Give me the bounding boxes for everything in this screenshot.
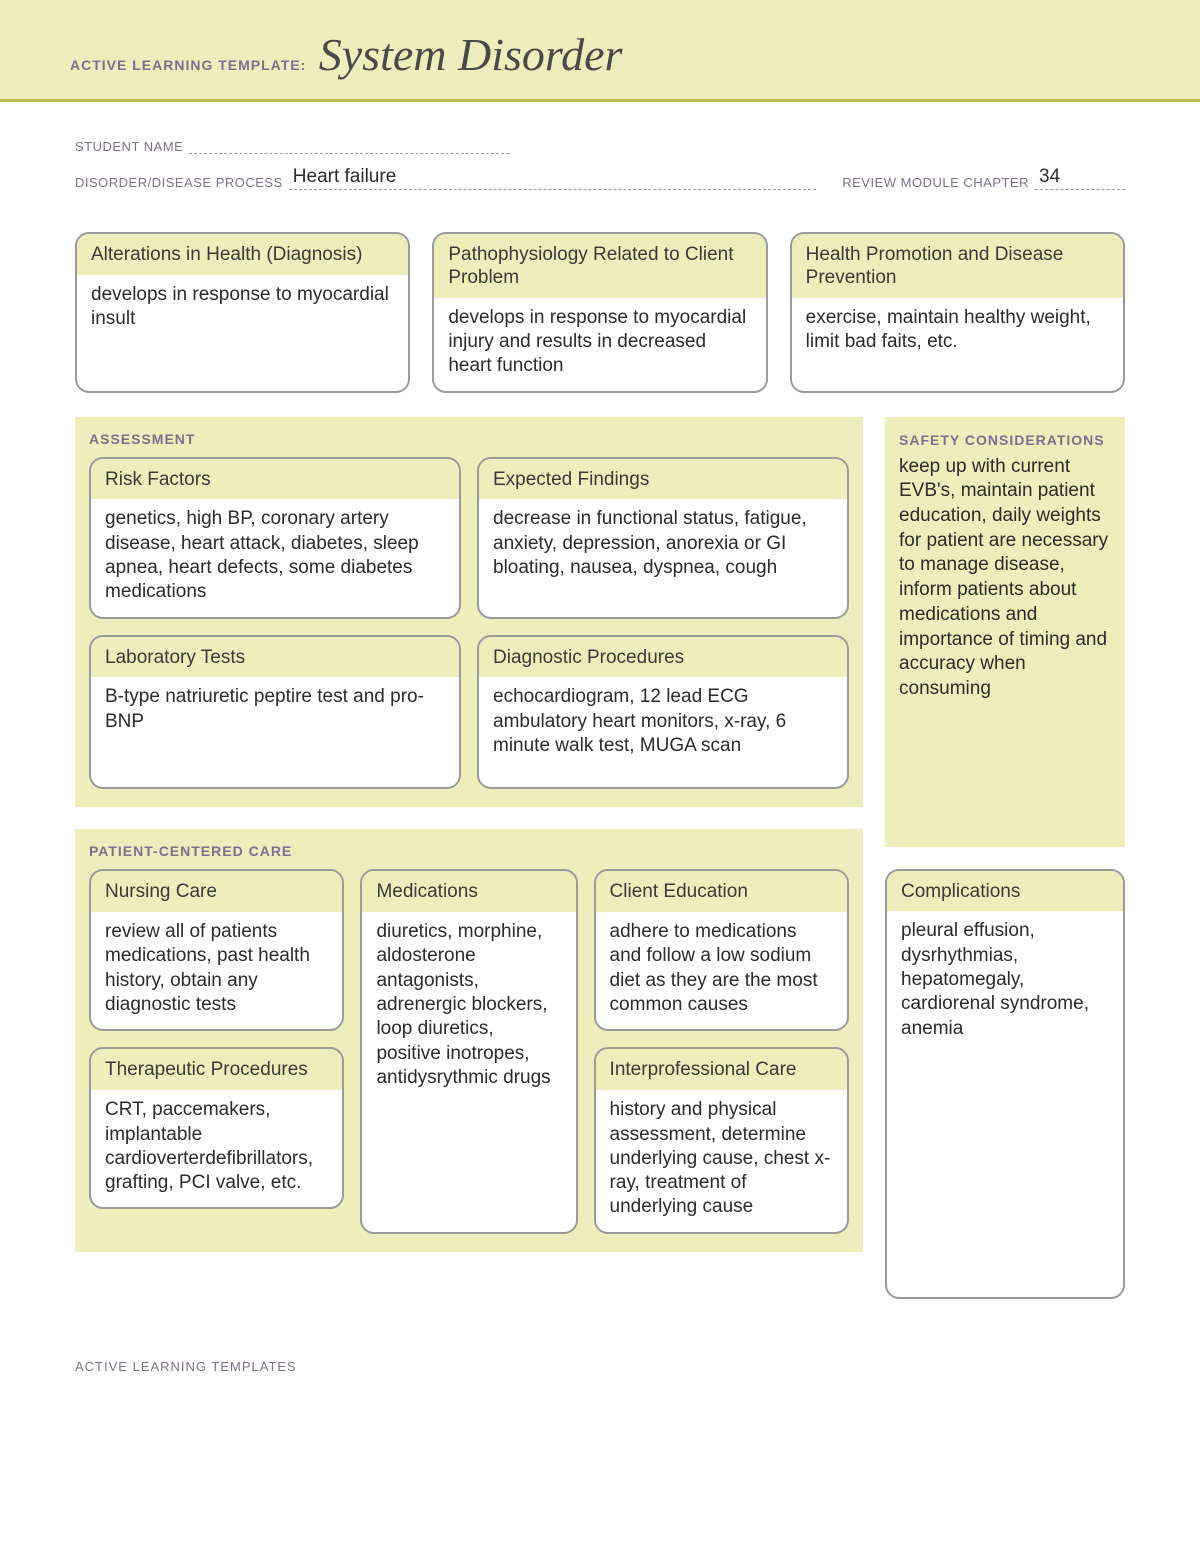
complications-title: Complications [887,871,1123,912]
complications-body: pleural effusion, dysrhythmias, hepatome… [887,911,1123,1296]
banner: ACTIVE LEARNING TEMPLATE: System Disorde… [0,0,1200,102]
interprof-card: Interprofessional Care history and physi… [594,1047,849,1233]
expected-body: decrease in functional status, fatigue, … [479,499,847,616]
safety-section: SAFETY CONSIDERATIONS keep up with curre… [885,417,1125,847]
footer-label: ACTIVE LEARNING TEMPLATES [0,1309,1200,1394]
therapeutic-card: Therapeutic Procedures CRT, paccemakers,… [89,1047,344,1209]
banner-title: System Disorder [319,29,623,80]
alterations-body: develops in response to myocardial insul… [77,275,408,391]
therapeutic-title: Therapeutic Procedures [91,1049,342,1090]
banner-label: ACTIVE LEARNING TEMPLATE: [70,57,306,73]
nursing-card: Nursing Care review all of patients medi… [89,869,344,1031]
labs-card: Laboratory Tests B-type natriuretic pept… [89,635,461,790]
healthpromo-body: exercise, maintain healthy weight, limit… [792,298,1123,391]
top-row: Alterations in Health (Diagnosis) develo… [75,232,1125,393]
diag-card: Diagnostic Procedures echocardiogram, 12… [477,635,849,790]
meds-card: Medications diuretics, morphine, aldoste… [360,869,577,1233]
interprof-title: Interprofessional Care [596,1049,847,1090]
education-body: adhere to medications and follow a low s… [596,912,847,1029]
disease-label: DISORDER/DISEASE PROCESS [75,175,283,190]
patho-title: Pathophysiology Related to Client Proble… [434,234,765,298]
page: ACTIVE LEARNING TEMPLATE: System Disorde… [0,0,1200,1434]
right-column: SAFETY CONSIDERATIONS keep up with curre… [885,417,1125,1299]
assessment-label: ASSESSMENT [89,431,849,447]
meds-body: diuretics, morphine, aldosterone antagon… [362,912,575,1232]
expected-card: Expected Findings decrease in functional… [477,457,849,619]
complications-card: Complications pleural effusion, dysrhyth… [885,869,1125,1299]
risk-card: Risk Factors genetics, high BP, coronary… [89,457,461,619]
labs-body: B-type natriuretic peptire test and pro-… [91,677,459,787]
nursing-title: Nursing Care [91,871,342,912]
alterations-card: Alterations in Health (Diagnosis) develo… [75,232,410,393]
labs-title: Laboratory Tests [91,637,459,678]
content: Alterations in Health (Diagnosis) develo… [0,212,1200,1309]
alterations-title: Alterations in Health (Diagnosis) [77,234,408,275]
pcc-label: PATIENT-CENTERED CARE [89,843,849,859]
pcc-section: PATIENT-CENTERED CARE Nursing Care revie… [75,829,863,1251]
safety-body: keep up with current EVB's, maintain pat… [899,455,1113,702]
student-name-field[interactable] [189,132,509,154]
meds-title: Medications [362,871,575,912]
left-column: ASSESSMENT Risk Factors genetics, high B… [75,417,863,1299]
expected-title: Expected Findings [479,459,847,500]
education-card: Client Education adhere to medications a… [594,869,849,1031]
assessment-section: ASSESSMENT Risk Factors genetics, high B… [75,417,863,808]
education-title: Client Education [596,871,847,912]
diag-body: echocardiogram, 12 lead ECG ambulatory h… [479,677,847,787]
disease-field[interactable]: Heart failure [289,166,816,190]
safety-label: SAFETY CONSIDERATIONS [899,431,1113,449]
healthpromo-title: Health Promotion and Disease Prevention [792,234,1123,298]
patho-card: Pathophysiology Related to Client Proble… [432,232,767,393]
nursing-body: review all of patients medications, past… [91,912,342,1029]
therapeutic-body: CRT, paccemakers, implantable cardiovert… [91,1090,342,1207]
risk-body: genetics, high BP, coronary artery disea… [91,499,459,616]
chapter-field[interactable]: 34 [1035,166,1125,190]
risk-title: Risk Factors [91,459,459,500]
interprof-body: history and physical assessment, determi… [596,1090,847,1232]
diag-title: Diagnostic Procedures [479,637,847,678]
healthpromo-card: Health Promotion and Disease Prevention … [790,232,1125,393]
chapter-label: REVIEW MODULE CHAPTER [842,175,1029,190]
student-name-label: STUDENT NAME [75,139,183,154]
form-area: STUDENT NAME DISORDER/DISEASE PROCESS He… [0,102,1200,212]
main-grid: ASSESSMENT Risk Factors genetics, high B… [75,417,1125,1299]
patho-body: develops in response to myocardial injur… [434,298,765,391]
